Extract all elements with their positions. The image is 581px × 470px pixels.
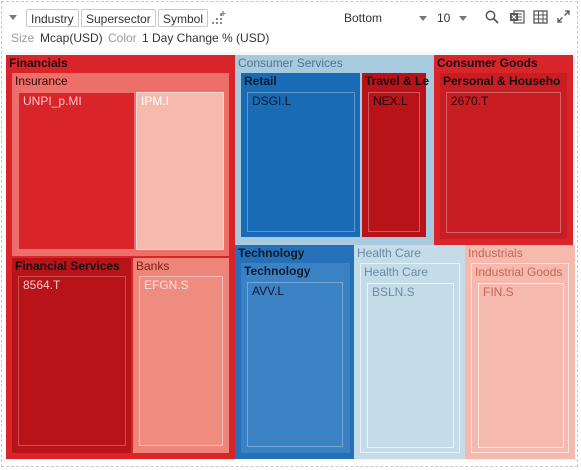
leaf-2670[interactable]: 2670.T xyxy=(446,92,561,233)
group-label: Technology xyxy=(244,264,311,278)
size-label: Size xyxy=(11,31,35,45)
leaf-nex[interactable]: NEX.L xyxy=(368,92,420,232)
collapse-caret-icon[interactable] xyxy=(9,15,17,20)
group-banks[interactable]: Banks EFGN.S xyxy=(133,258,229,453)
group-label: Personal & Househo xyxy=(443,74,561,88)
group-label: Consumer Goods xyxy=(437,56,538,70)
leaf-unpi[interactable]: UNPI_p.MI xyxy=(18,92,135,250)
sort-order-caret-icon[interactable] xyxy=(419,16,427,21)
group-travel-leisure[interactable]: Travel & Le NEX.L xyxy=(362,73,430,237)
chip-industry[interactable]: Industry xyxy=(26,9,79,27)
count-caret-icon[interactable] xyxy=(459,16,467,21)
group-label: Travel & Le xyxy=(365,74,430,88)
leaf-label: IPM.I xyxy=(141,94,170,108)
color-label: Color xyxy=(108,31,137,45)
group-consumer-goods[interactable]: Consumer Goods Personal & Househo 2670.T xyxy=(434,55,573,245)
group-label: Technology xyxy=(238,246,305,260)
leaf-label: BSLN.S xyxy=(372,285,415,299)
leaf-label: 2670.T xyxy=(451,94,489,108)
group-retail[interactable]: Retail DSGI.L xyxy=(241,73,360,237)
treemap: Financials Insurance UNPI_p.MI IPM.I Fin… xyxy=(6,52,575,460)
leaf-fin[interactable]: FIN.S xyxy=(478,283,564,448)
leaf-efgn[interactable]: EFGN.S xyxy=(139,276,223,446)
add-hierarchy-icon[interactable] xyxy=(210,10,227,30)
expand-icon[interactable] xyxy=(557,10,570,26)
group-technology-sub[interactable]: Technology AVV.L xyxy=(241,263,350,453)
group-label: Consumer Services xyxy=(238,56,343,70)
group-label: Insurance xyxy=(15,74,68,88)
group-label: Banks xyxy=(136,259,170,273)
group-consumer-services[interactable]: Consumer Services Retail DSGI.L Travel &… xyxy=(235,55,434,245)
chip-symbol[interactable]: Symbol xyxy=(158,9,209,27)
toolbar: Industry Supersector Symbol Bottom 10 Si… xyxy=(0,0,581,50)
chip-supersector[interactable]: Supersector xyxy=(81,9,156,27)
group-label: Health Care xyxy=(357,246,422,260)
group-health-care[interactable]: Health Care Health Care BSLN.S xyxy=(354,245,465,459)
group-label: Health Care xyxy=(364,265,429,279)
excel-export-icon[interactable] xyxy=(509,9,525,28)
group-personal-household[interactable]: Personal & Househo 2670.T xyxy=(440,73,567,239)
table-grid-icon[interactable] xyxy=(533,10,548,27)
group-industrials[interactable]: Industrials Industrial Goods FIN.S xyxy=(465,245,575,459)
leaf-label: UNPI_p.MI xyxy=(23,94,82,108)
leaf-label: 8564.T xyxy=(23,278,61,292)
group-industrial-goods[interactable]: Industrial Goods FIN.S xyxy=(471,263,569,453)
group-insurance[interactable]: Insurance UNPI_p.MI IPM.I xyxy=(12,73,229,256)
leaf-dsgi[interactable]: DSGI.L xyxy=(247,92,355,232)
group-label: Retail xyxy=(244,74,277,88)
group-label: Industrial Goods xyxy=(475,265,563,279)
count-select[interactable]: 10 xyxy=(437,11,451,25)
group-label: Financial Services xyxy=(15,259,120,273)
leaf-label: DSGI.L xyxy=(252,94,292,108)
leaf-label: FIN.S xyxy=(483,285,514,299)
group-financials[interactable]: Financials Insurance UNPI_p.MI IPM.I Fin… xyxy=(6,55,235,459)
search-icon[interactable] xyxy=(485,10,499,27)
leaf-ipm[interactable]: IPM.I xyxy=(136,92,224,250)
leaf-bsln[interactable]: BSLN.S xyxy=(367,283,454,448)
size-value[interactable]: Mcap(USD) xyxy=(40,31,103,45)
group-health-care-sub[interactable]: Health Care BSLN.S xyxy=(360,263,460,453)
group-label: Financials xyxy=(9,56,68,70)
leaf-label: AVV.L xyxy=(252,284,285,298)
leaf-label: NEX.L xyxy=(373,94,408,108)
leaf-label: EFGN.S xyxy=(144,278,189,292)
leaf-8564[interactable]: 8564.T xyxy=(18,276,126,446)
group-financial-services[interactable]: Financial Services 8564.T xyxy=(12,258,131,453)
color-value[interactable]: 1 Day Change % (USD) xyxy=(142,31,270,45)
leaf-avv[interactable]: AVV.L xyxy=(247,282,343,447)
group-label: Industrials xyxy=(468,246,523,260)
group-technology[interactable]: Technology Technology AVV.L xyxy=(235,245,354,459)
sort-order-select[interactable]: Bottom xyxy=(344,11,383,25)
